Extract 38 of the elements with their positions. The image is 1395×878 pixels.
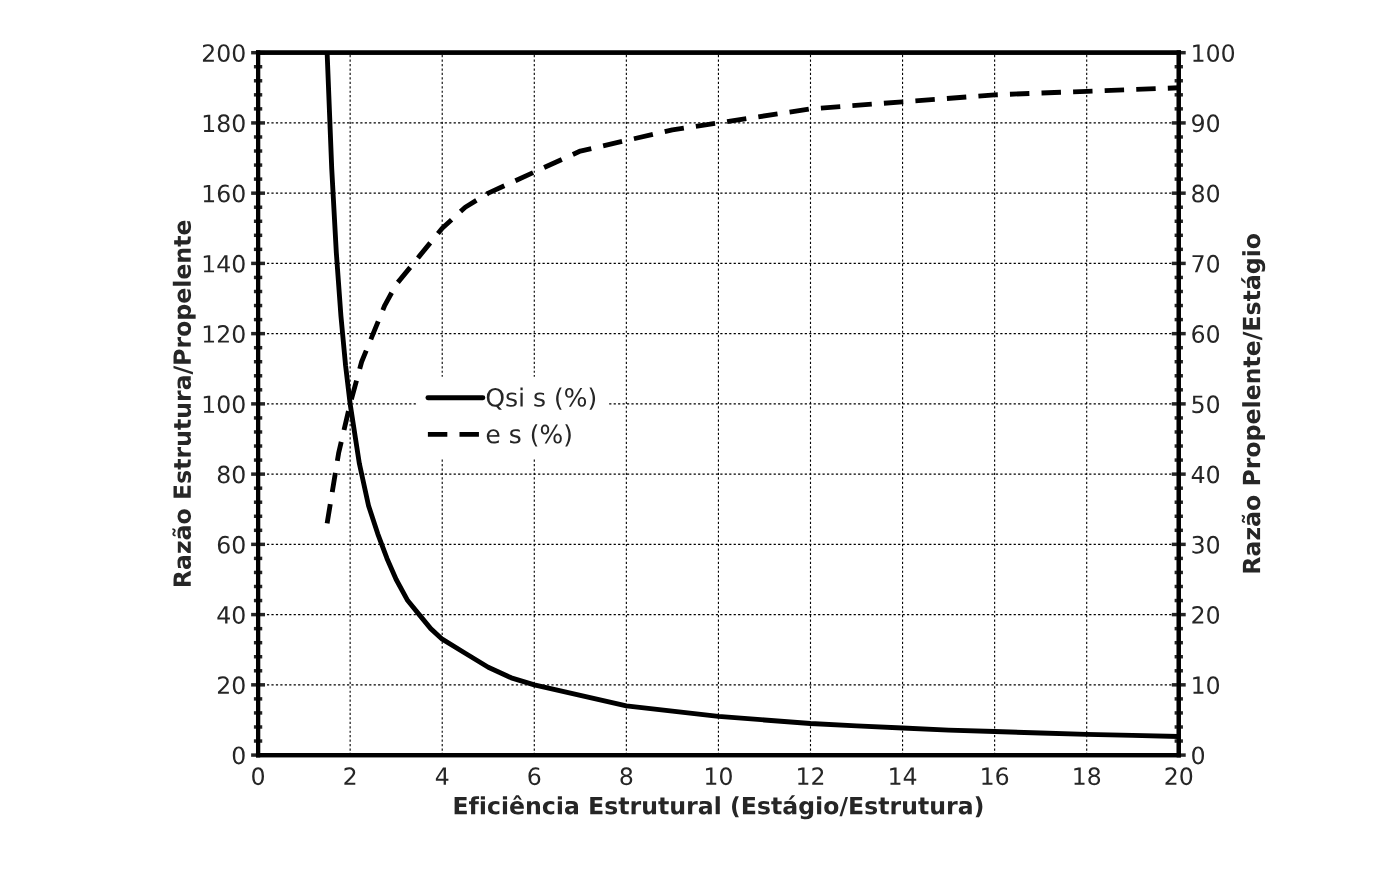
y-axis-title: Razão Estrutura/Propelente (172, 220, 196, 587)
x-tick-label: 10 (706, 767, 732, 786)
legend-label: Qsi s (%) (486, 387, 596, 410)
y-tick-label: 100 (203, 395, 245, 414)
y2-tick-label: 100 (1193, 44, 1235, 62)
y2-tick-label: 40 (1191, 465, 1220, 484)
y2-tick-label: 0 (1192, 746, 1205, 765)
x-tick-label: 2 (344, 767, 356, 785)
y2-tick-label: 30 (1192, 535, 1220, 554)
legend-label: e s (%) (486, 424, 571, 447)
x-tick-label: 18 (1074, 767, 1101, 786)
y2-tick-label: 50 (1192, 395, 1220, 414)
x-tick-label: 8 (620, 767, 633, 786)
y-tick-label: 140 (203, 254, 245, 273)
y-tick-label: 20 (217, 676, 245, 695)
y-tick-label: 40 (217, 606, 245, 624)
y-tick-label: 200 (202, 44, 245, 62)
x-tick-label: 14 (890, 767, 917, 785)
y2-tick-label: 70 (1192, 254, 1220, 273)
x-tick-label: 4 (435, 767, 449, 785)
y2-axis-title: Razão Propelente/Estágio (1241, 234, 1266, 573)
y2-tick-label: 80 (1192, 184, 1220, 203)
x-tick-label: 20 (1165, 767, 1193, 786)
y-tick-label: 60 (217, 535, 245, 554)
x-axis-title: Eficiência Estrutural (Estágio/Estrutura) (454, 795, 983, 820)
y2-tick-label: 60 (1192, 325, 1220, 343)
x-tick-label: 12 (798, 767, 824, 785)
y-tick-label: 160 (203, 184, 245, 203)
y2-tick-label: 90 (1192, 114, 1220, 133)
y-tick-label: 0 (232, 746, 245, 765)
y2-tick-label: 20 (1192, 606, 1220, 624)
x-tick-label: 6 (528, 767, 541, 786)
y-tick-label: 80 (217, 465, 245, 484)
x-tick-label: 0 (252, 767, 265, 786)
x-tick-label: 16 (982, 767, 1009, 786)
y-tick-label: 120 (203, 325, 245, 343)
y2-tick-label: 10 (1193, 676, 1220, 695)
y-tick-label: 180 (203, 114, 245, 133)
